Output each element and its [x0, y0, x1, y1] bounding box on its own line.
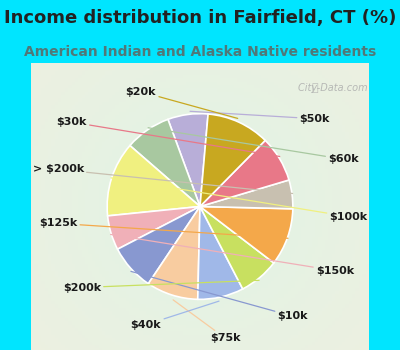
Wedge shape [200, 140, 289, 206]
Text: $20k: $20k [126, 87, 238, 118]
Text: $30k: $30k [56, 117, 280, 156]
Text: $10k: $10k [131, 271, 308, 321]
Text: $75k: $75k [173, 300, 240, 343]
Text: $50k: $50k [190, 111, 330, 124]
Text: $100k: $100k [111, 178, 368, 222]
Text: > $200k: > $200k [32, 164, 293, 194]
Text: $150k: $150k [110, 234, 354, 276]
Text: ⓘ: ⓘ [312, 83, 318, 93]
Wedge shape [108, 206, 200, 249]
Wedge shape [168, 114, 208, 206]
Wedge shape [200, 206, 293, 263]
Wedge shape [200, 180, 293, 209]
Wedge shape [200, 114, 265, 206]
Text: American Indian and Alaska Native residents: American Indian and Alaska Native reside… [24, 45, 376, 59]
Text: City-Data.com: City-Data.com [296, 83, 368, 93]
Wedge shape [200, 206, 274, 289]
Wedge shape [148, 206, 200, 299]
Wedge shape [107, 146, 200, 216]
Text: $40k: $40k [131, 301, 219, 330]
Wedge shape [198, 206, 243, 299]
Text: $200k: $200k [63, 280, 259, 293]
Text: $60k: $60k [148, 128, 359, 164]
Text: Income distribution in Fairfield, CT (%): Income distribution in Fairfield, CT (%) [4, 9, 396, 27]
Text: $125k: $125k [39, 218, 288, 238]
Wedge shape [118, 206, 200, 284]
Wedge shape [130, 119, 200, 206]
